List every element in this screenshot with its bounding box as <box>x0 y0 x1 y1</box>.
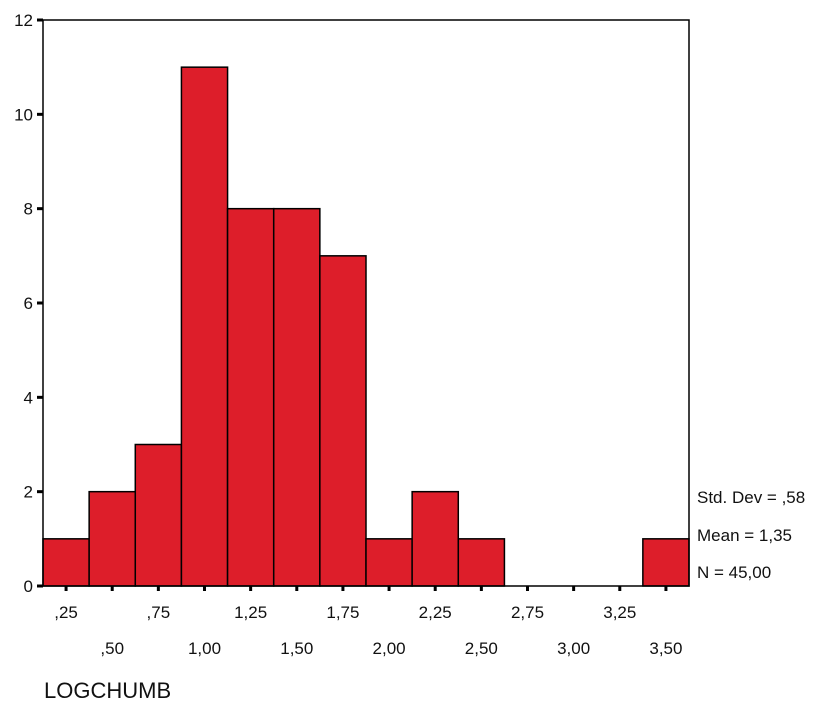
y-axis: 0 2 4 6 8 10 12 <box>14 11 43 596</box>
bar-8 <box>411 490 460 587</box>
x-tick-label-4: 1,25 <box>234 603 267 622</box>
y-tick-label-4: 8 <box>24 200 33 219</box>
x-tick-label-11: 3,00 <box>557 639 590 658</box>
bar-6 <box>319 255 367 587</box>
x-tick-label-2: ,75 <box>147 603 171 622</box>
x-tick-label-8: 2,25 <box>419 603 452 622</box>
bars-group <box>42 66 690 587</box>
y-tick-label-0: 0 <box>24 577 33 596</box>
bar-13 <box>642 538 690 587</box>
x-axis: ,25 ,50 ,75 1,00 1,25 1,50 1,75 2,00 2,25 2,50 2,7… <box>54 586 682 658</box>
bar-3 <box>180 66 229 587</box>
bar-4 <box>226 207 275 587</box>
bar-2 <box>134 443 183 587</box>
bar-5 <box>272 207 321 587</box>
y-tick-label-6: 12 <box>14 11 33 30</box>
x-tick-label-1: ,50 <box>100 639 124 658</box>
x-tick-label-10: 2,75 <box>511 603 544 622</box>
x-tick-label-3: 1,00 <box>188 639 221 658</box>
x-tick-label-0: ,25 <box>54 603 78 622</box>
y-tick-label-1: 2 <box>24 483 33 502</box>
x-tick-label-13: 3,50 <box>649 639 682 658</box>
y-tick-label-3: 6 <box>24 294 33 313</box>
bar-9 <box>457 538 506 587</box>
x-tick-label-9: 2,50 <box>465 639 498 658</box>
bar-0 <box>42 538 90 587</box>
x-tick-label-5: 1,50 <box>280 639 313 658</box>
y-tick-label-5: 10 <box>14 105 33 124</box>
std-dev-label: Std. Dev = ,58 <box>697 488 805 507</box>
bar-7 <box>365 538 413 587</box>
mean-label: Mean = 1,35 <box>697 526 792 545</box>
x-tick-label-12: 3,25 <box>603 603 636 622</box>
n-label: N = 45,00 <box>697 563 771 582</box>
x-tick-label-6: 1,75 <box>326 603 359 622</box>
bar-1 <box>88 490 137 587</box>
stats-box: Std. Dev = ,58 Mean = 1,35 N = 45,00 <box>697 488 805 582</box>
x-axis-title: LOGCHUMB <box>44 678 172 703</box>
y-tick-label-2: 4 <box>24 388 33 407</box>
x-tick-label-7: 2,00 <box>373 639 406 658</box>
